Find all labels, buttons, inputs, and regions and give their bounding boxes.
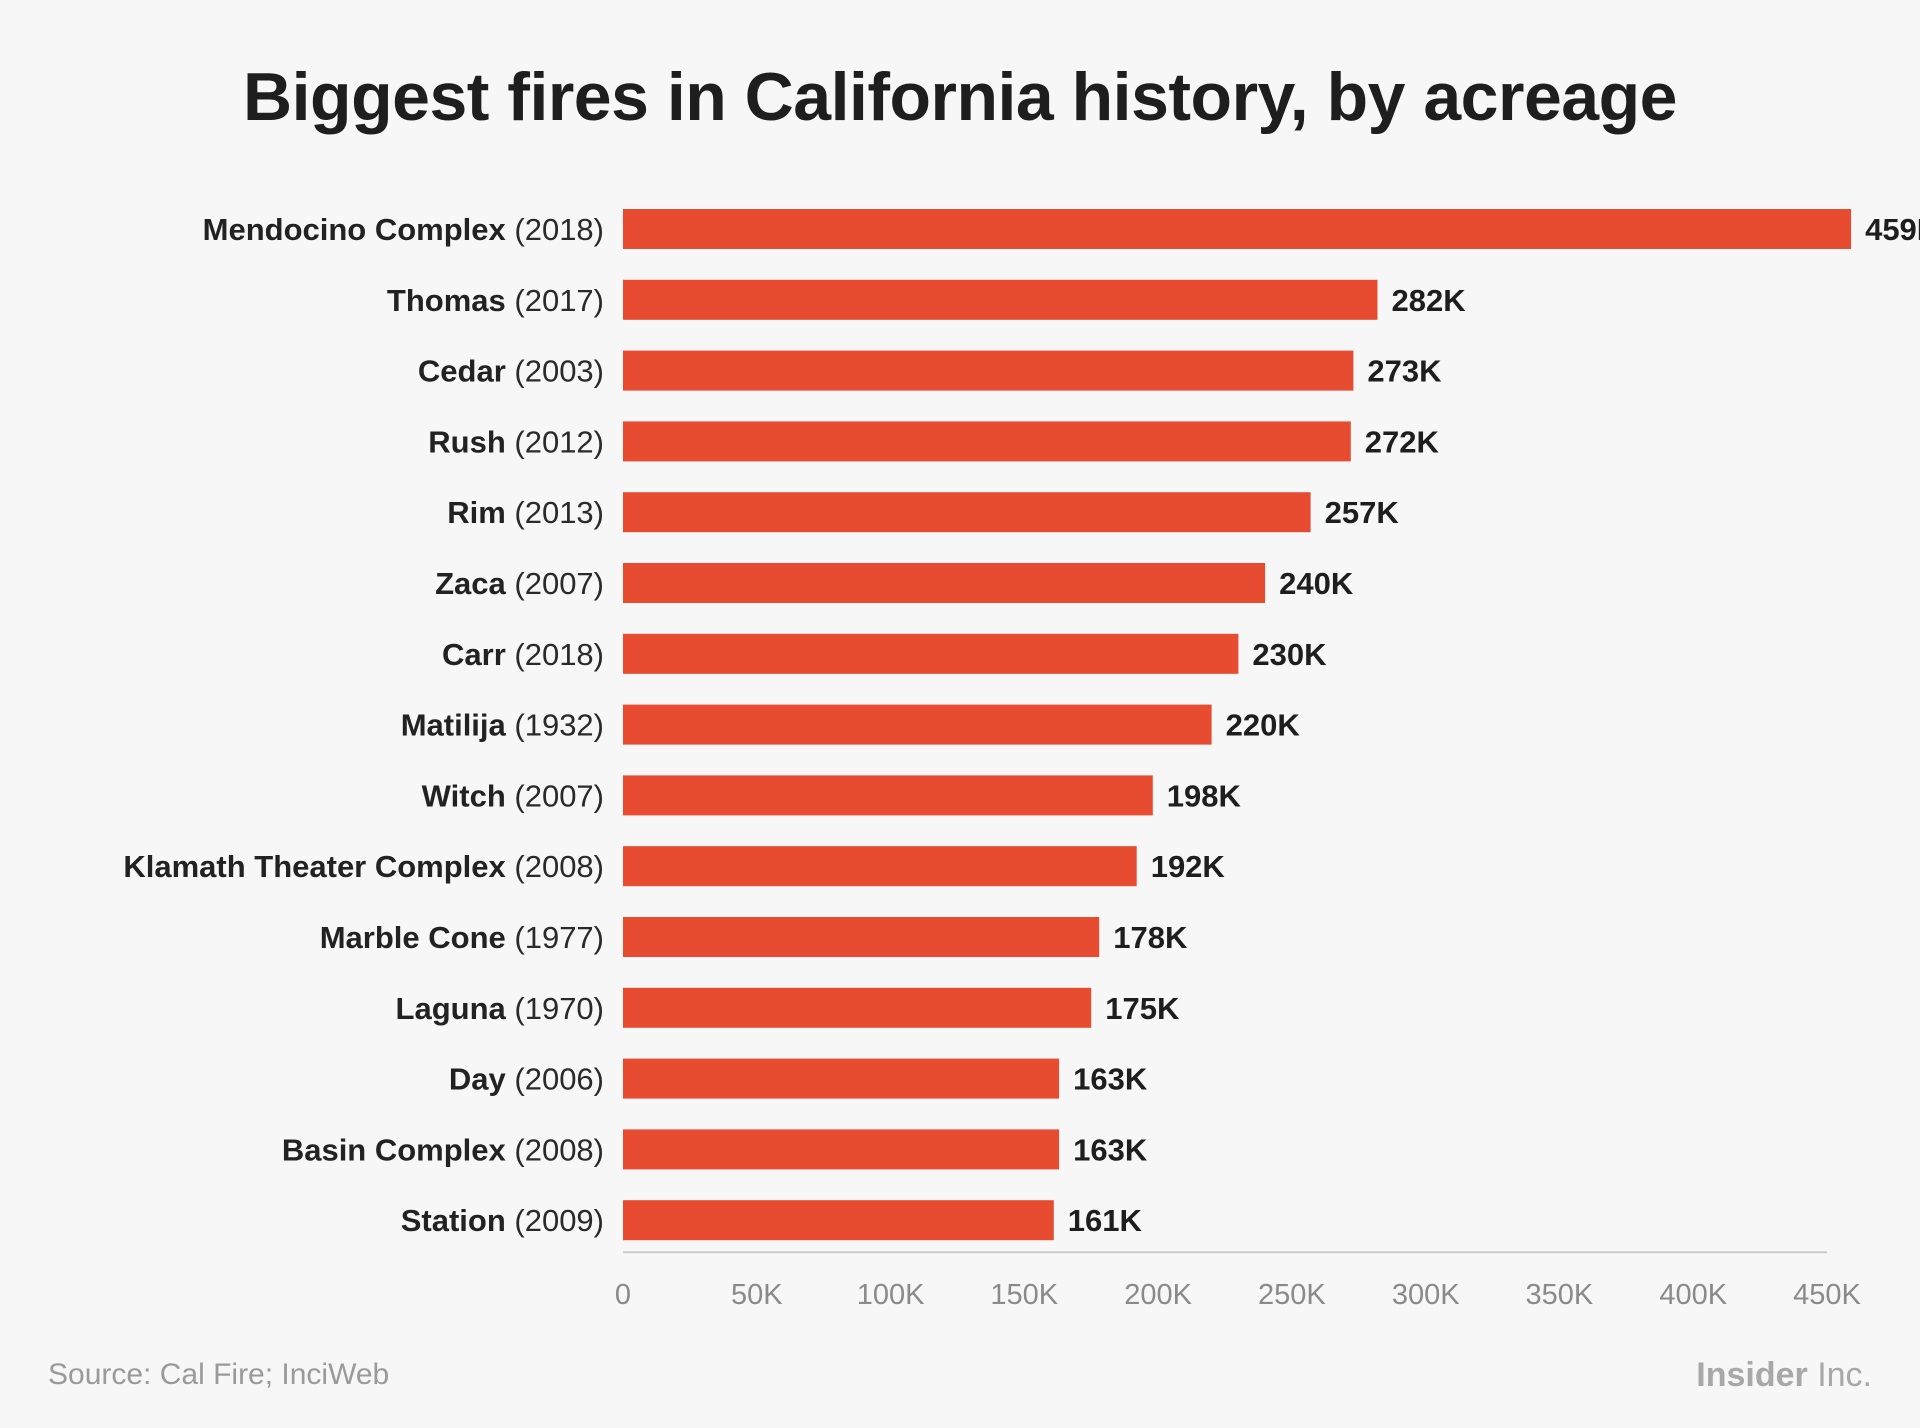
bar-5 [623, 563, 1266, 603]
x-tick-label: 450K [1793, 1279, 1861, 1311]
x-tick-label: 200K [1124, 1279, 1192, 1311]
category-label: Rim (2013) [447, 495, 604, 530]
category-label: Cedar (2003) [418, 354, 604, 389]
bar-value-label: 175K [1105, 991, 1180, 1026]
category-label: Station (2009) [401, 1203, 604, 1238]
bar-4 [623, 492, 1311, 533]
bar-0 [623, 209, 1852, 249]
bar-2 [623, 350, 1354, 391]
category-label: Thomas (2017) [387, 283, 604, 318]
category-label: Matilija (1932) [401, 708, 604, 743]
category-label: Klamath Theater Complex (2008) [123, 849, 604, 884]
bar-10 [623, 917, 1100, 957]
brand-name: Insider [1696, 1356, 1808, 1394]
x-tick-label: 0 [615, 1279, 631, 1311]
bar-value-label: 192K [1151, 849, 1226, 884]
bar-value-label: 230K [1252, 637, 1327, 672]
bar-7 [623, 704, 1212, 745]
bar-value-label: 220K [1226, 708, 1301, 743]
bar-1 [623, 279, 1378, 320]
category-label: Witch (2007) [422, 778, 604, 813]
bar-value-label: 163K [1073, 1132, 1148, 1167]
bar-14 [623, 1200, 1054, 1241]
category-label: Mendocino Complex (2018) [203, 212, 604, 247]
bar-value-label: 282K [1392, 283, 1467, 318]
bar-value-label: 240K [1279, 566, 1354, 601]
bar-value-label: 257K [1325, 495, 1400, 530]
category-label: Zaca (2007) [435, 566, 604, 601]
bar-value-label: 273K [1367, 354, 1442, 389]
bar-3 [623, 421, 1351, 462]
category-label: Basin Complex (2008) [282, 1132, 604, 1167]
bar-value-label: 163K [1073, 1062, 1148, 1097]
category-label: Marble Cone (1977) [320, 920, 604, 955]
x-tick-label: 350K [1526, 1279, 1594, 1311]
bar-12 [623, 1058, 1060, 1099]
category-label: Laguna (1970) [396, 991, 604, 1026]
x-tick-label: 150K [990, 1279, 1058, 1311]
bar-11 [623, 987, 1092, 1028]
x-tick-label: 250K [1258, 1279, 1326, 1311]
bar-8 [623, 775, 1153, 816]
category-label: Carr (2018) [442, 637, 604, 672]
bar-value-label: 272K [1365, 424, 1440, 459]
bar-value-label: 459K [1865, 212, 1920, 247]
x-tick-label: 300K [1392, 1279, 1460, 1311]
bar-6 [623, 633, 1239, 674]
x-tick-label: 100K [857, 1279, 925, 1311]
brand-logo: Insider Inc. [1696, 1356, 1872, 1395]
bar-13 [623, 1129, 1060, 1170]
category-label: Day (2006) [449, 1062, 604, 1097]
x-tick-label: 400K [1659, 1279, 1727, 1311]
x-tick-label: 50K [731, 1279, 783, 1311]
bar-value-label: 198K [1167, 778, 1242, 813]
bar-value-label: 178K [1113, 920, 1188, 955]
source-note: Source: Cal Fire; InciWeb [48, 1358, 390, 1391]
brand-suffix: Inc. [1817, 1356, 1872, 1394]
bar-9 [623, 846, 1137, 887]
category-label: Rush (2012) [428, 424, 604, 459]
chart-title: Biggest fires in California history, by … [243, 59, 1677, 135]
bar-value-label: 161K [1068, 1203, 1143, 1238]
